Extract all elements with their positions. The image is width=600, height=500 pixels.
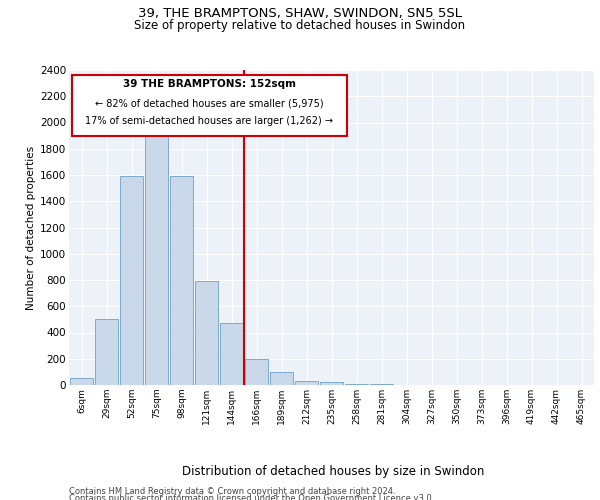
Bar: [345, 384, 368, 385]
Bar: [220, 324, 243, 385]
Bar: [295, 381, 318, 385]
Bar: [70, 378, 93, 385]
FancyBboxPatch shape: [71, 74, 347, 136]
Text: ← 82% of detached houses are smaller (5,975): ← 82% of detached houses are smaller (5,…: [95, 98, 324, 108]
Bar: [245, 359, 268, 385]
Text: 39, THE BRAMPTONS, SHAW, SWINDON, SN5 5SL: 39, THE BRAMPTONS, SHAW, SWINDON, SN5 5S…: [138, 8, 462, 20]
Text: Size of property relative to detached houses in Swindon: Size of property relative to detached ho…: [134, 18, 466, 32]
Bar: [270, 372, 293, 385]
Bar: [195, 282, 218, 385]
Bar: [370, 384, 393, 385]
Text: Distribution of detached houses by size in Swindon: Distribution of detached houses by size …: [182, 464, 484, 477]
Text: 39 THE BRAMPTONS: 152sqm: 39 THE BRAMPTONS: 152sqm: [123, 80, 296, 90]
Bar: [120, 176, 143, 385]
Bar: [170, 176, 193, 385]
Bar: [95, 320, 118, 385]
Bar: [145, 129, 168, 385]
Y-axis label: Number of detached properties: Number of detached properties: [26, 146, 36, 310]
Text: 17% of semi-detached houses are larger (1,262) →: 17% of semi-detached houses are larger (…: [85, 116, 334, 126]
Text: Contains HM Land Registry data © Crown copyright and database right 2024.: Contains HM Land Registry data © Crown c…: [69, 488, 395, 496]
Text: Contains public sector information licensed under the Open Government Licence v3: Contains public sector information licen…: [69, 494, 434, 500]
Bar: [320, 382, 343, 385]
